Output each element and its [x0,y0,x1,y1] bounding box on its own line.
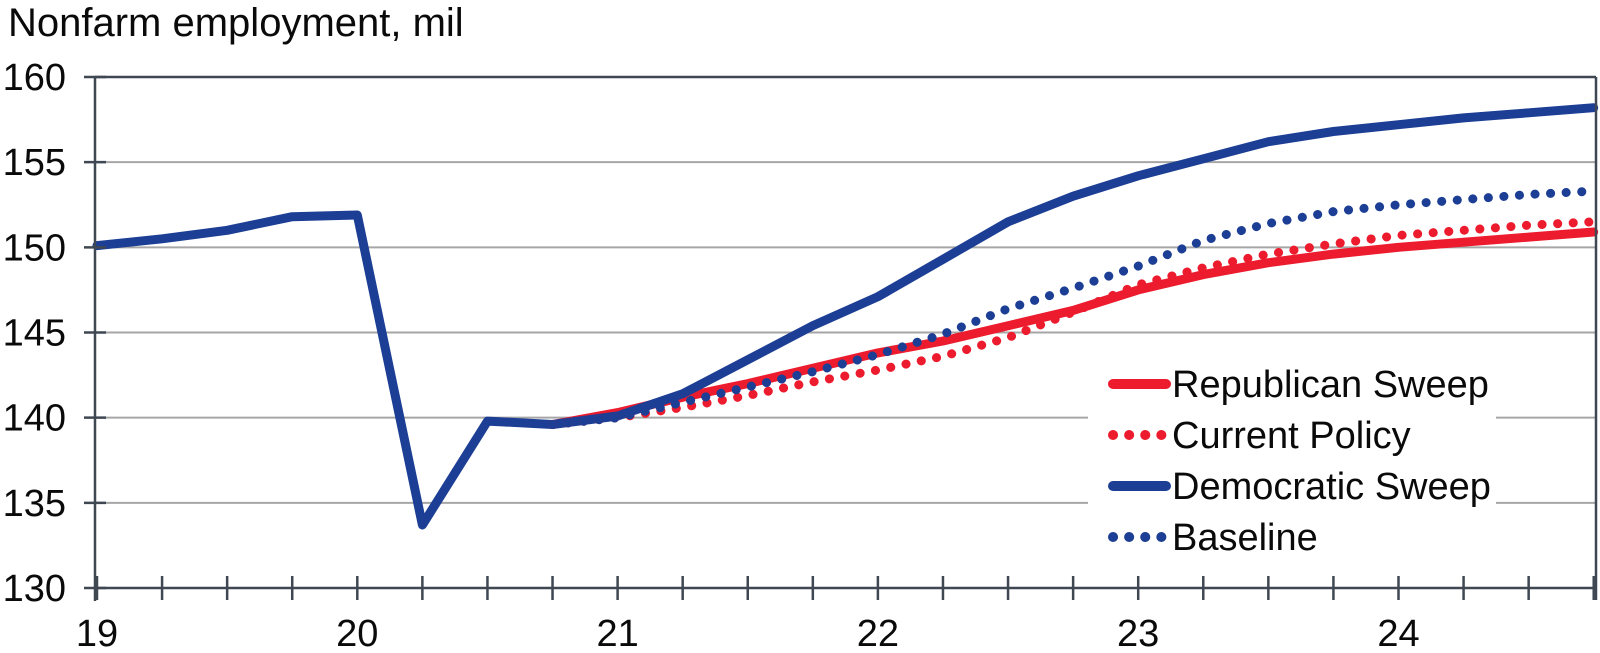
legend-background [1088,357,1496,561]
legend-label-current-policy: Current Policy [1172,415,1411,457]
legend-label-republican-sweep: Republican Sweep [1172,364,1489,406]
x-tick-label-22: 22 [857,613,899,653]
legend: Republican Sweep Current Policy Democratic… [1088,357,1496,561]
x-tick-label-19: 19 [76,613,118,653]
axes-and-ticks [84,75,1598,601]
x-tick-label-20: 20 [336,613,378,653]
legend-label-baseline: Baseline [1172,517,1318,559]
y-tick-label-130: 130 [3,568,66,610]
x-tick-label-23: 23 [1117,613,1159,653]
y-tick-label-135: 135 [3,483,66,525]
chart-title: Nonfarm employment, mil [8,1,464,45]
series-current-policy [548,217,1599,429]
x-tick-label-21: 21 [596,613,638,653]
y-tick-label-150: 150 [3,227,66,269]
y-tick-label-155: 155 [3,142,66,184]
legend-label-democratic-sweep: Democratic Sweep [1172,466,1491,508]
y-tick-label-145: 145 [3,313,66,355]
y-tick-label-140: 140 [3,398,66,440]
series-democratic-sweep [548,103,1599,429]
axis-tick-labels: 130 135 140 145 150 155 160 19 20 21 22 23 24 [3,57,1420,653]
y-tick-label-160: 160 [3,57,66,99]
series-lines [92,103,1599,530]
x-tick-label-24: 24 [1377,613,1419,653]
series-republican-sweep [548,227,1599,429]
series-history-actual [92,210,557,530]
